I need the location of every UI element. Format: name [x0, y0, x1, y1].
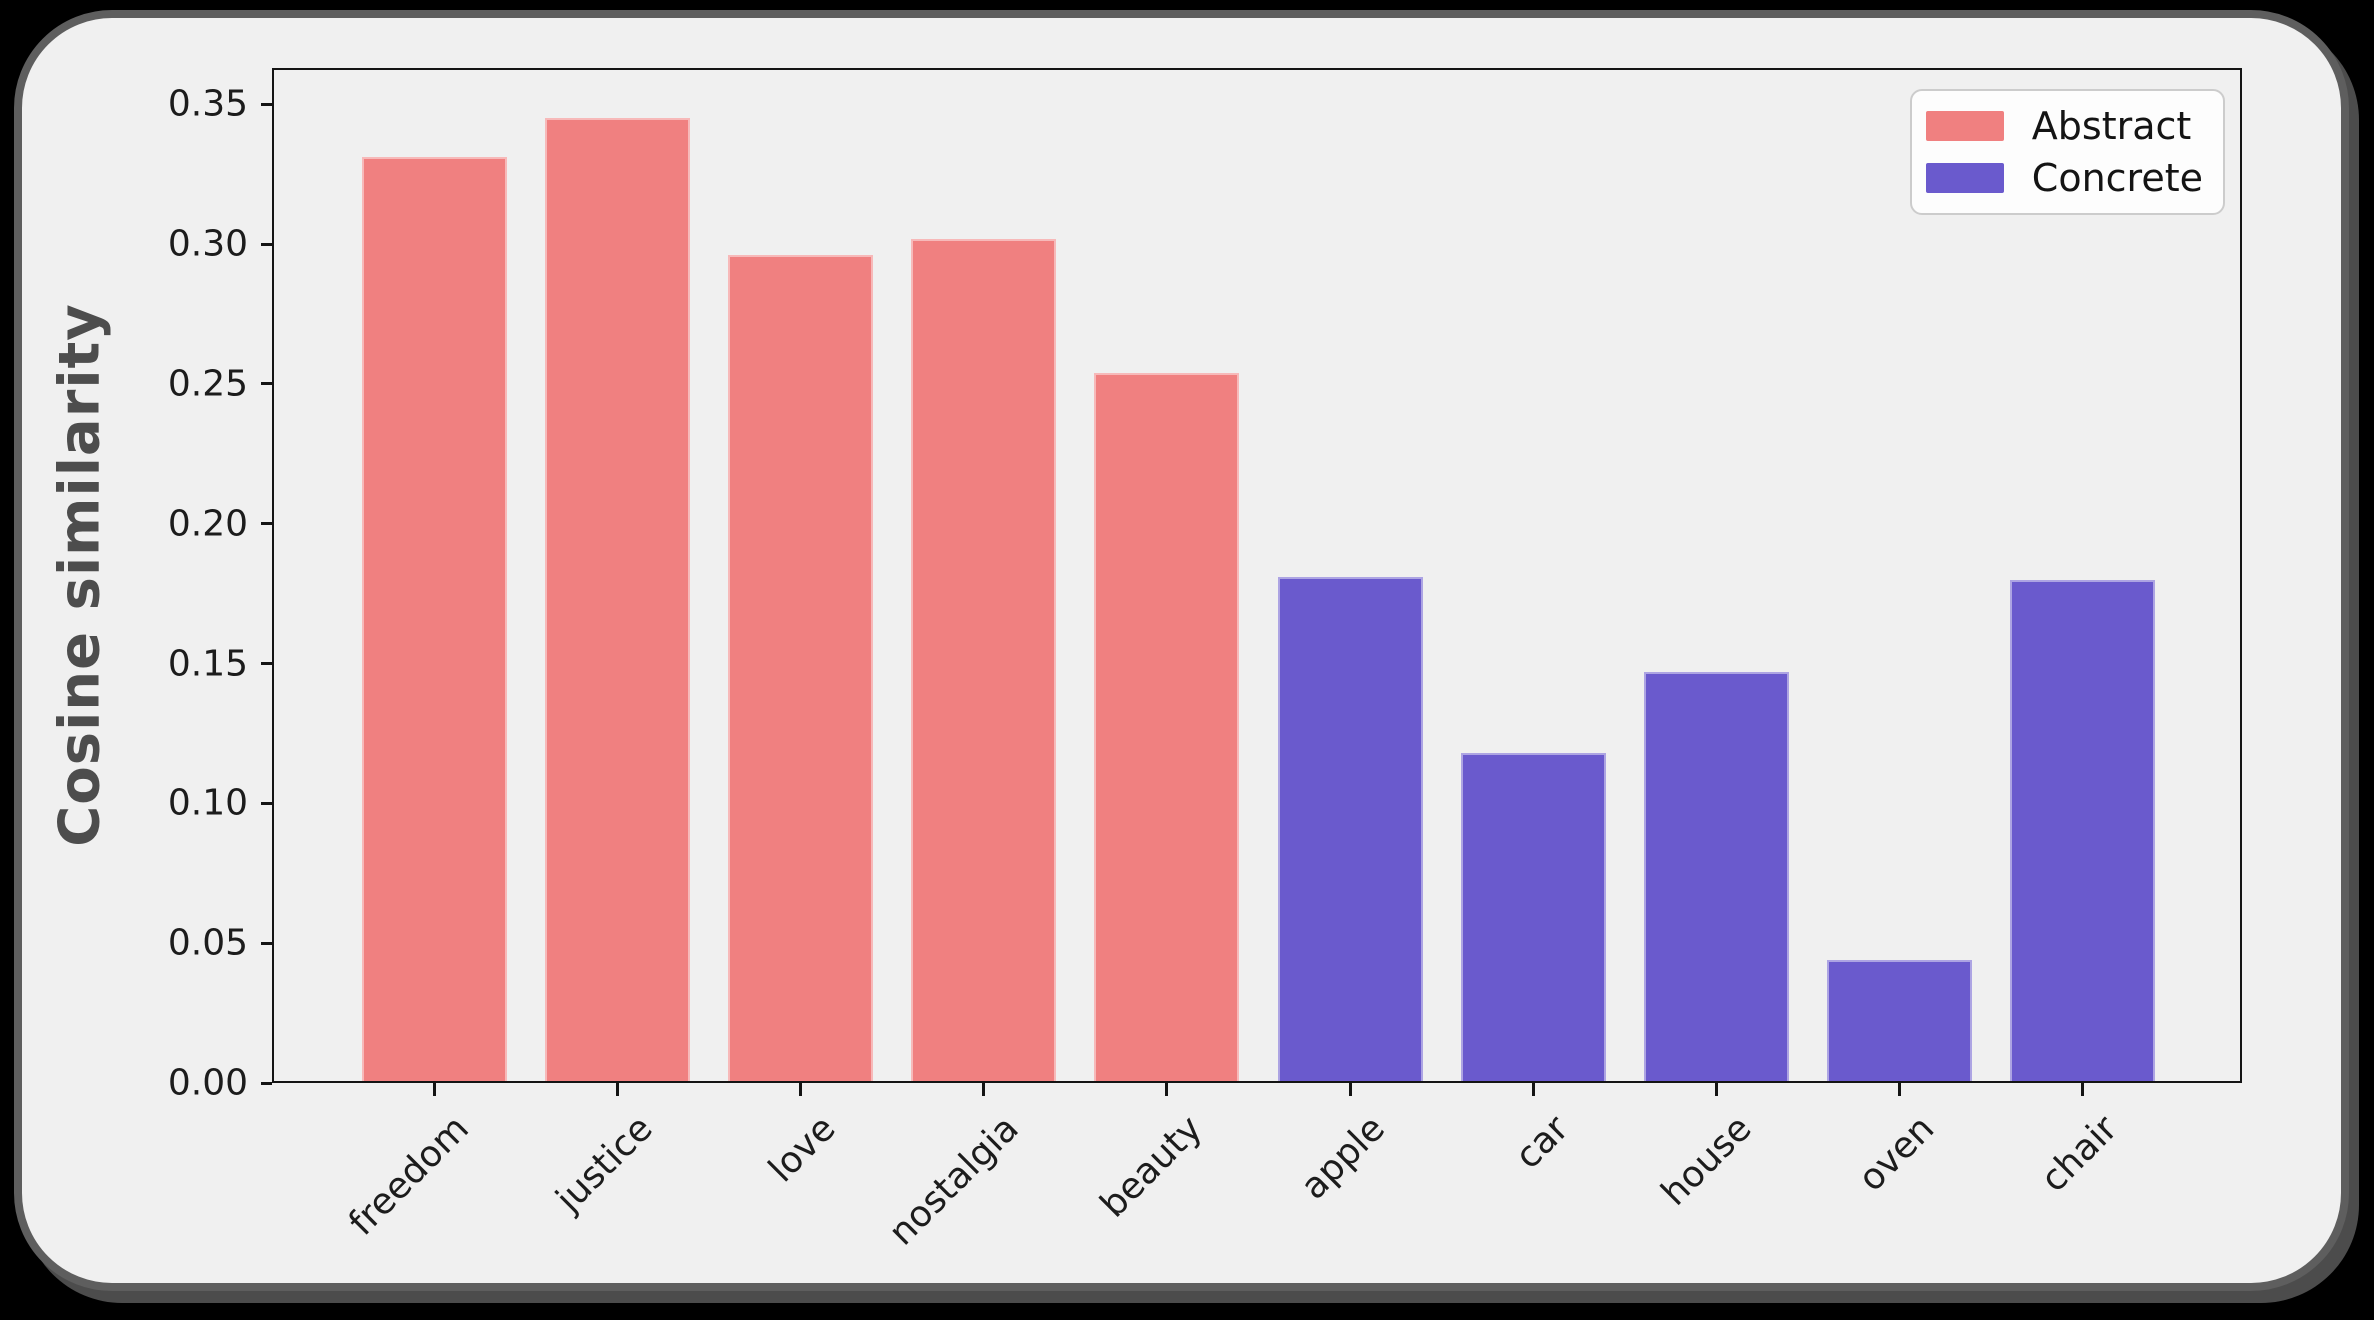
bar-nostalgia	[911, 238, 1057, 1083]
x-tick	[432, 1083, 436, 1096]
y-tick	[261, 941, 272, 945]
y-tick	[261, 102, 272, 106]
legend-label: Abstract	[2031, 104, 2192, 148]
legend-entry: Abstract	[1925, 104, 2203, 148]
x-tick	[1531, 1083, 1535, 1096]
y-tick-label: 0.30	[167, 223, 248, 265]
y-tick-label: 0.35	[167, 83, 248, 125]
bar-house	[1643, 671, 1789, 1083]
bar-apple	[1277, 576, 1423, 1083]
bar-car	[1460, 753, 1606, 1083]
y-tick	[261, 1081, 272, 1085]
y-tick-label: 0.20	[167, 503, 248, 545]
bar-freedom	[361, 157, 507, 1083]
bar-beauty	[1094, 372, 1240, 1083]
x-tick	[615, 1083, 619, 1096]
legend-entry: Concrete	[1925, 156, 2203, 200]
y-tick	[261, 662, 272, 666]
y-tick	[261, 382, 272, 386]
bar-love	[727, 255, 873, 1083]
x-tick	[1348, 1083, 1352, 1096]
y-tick-label: 0.05	[167, 922, 248, 964]
plot-area: Abstract Concrete freedom justice love nosta…	[168, 68, 2242, 1253]
y-tick-label: 0.10	[167, 782, 248, 824]
y-tick	[261, 242, 272, 246]
legend-swatch-abstract	[1925, 111, 2004, 141]
legend-label: Concrete	[2031, 156, 2203, 200]
x-tick	[982, 1083, 986, 1096]
y-tick	[261, 522, 272, 526]
x-tick	[2081, 1083, 2085, 1096]
x-tick	[1714, 1083, 1718, 1096]
x-tick	[798, 1083, 802, 1096]
bar-oven	[1827, 959, 1973, 1083]
x-tick	[1898, 1083, 1902, 1096]
x-tick	[1165, 1083, 1169, 1096]
y-tick-label: 0.25	[167, 363, 248, 405]
legend: Abstract Concrete	[1909, 89, 2225, 215]
legend-swatch-concrete	[1925, 163, 2004, 193]
y-axis-title: Cosine similarity	[47, 303, 113, 847]
y-tick-label: 0.00	[167, 1062, 248, 1104]
y-tick-label: 0.15	[167, 643, 248, 685]
bar-justice	[544, 118, 690, 1083]
bar-chair	[2010, 579, 2156, 1083]
y-tick	[261, 801, 272, 805]
